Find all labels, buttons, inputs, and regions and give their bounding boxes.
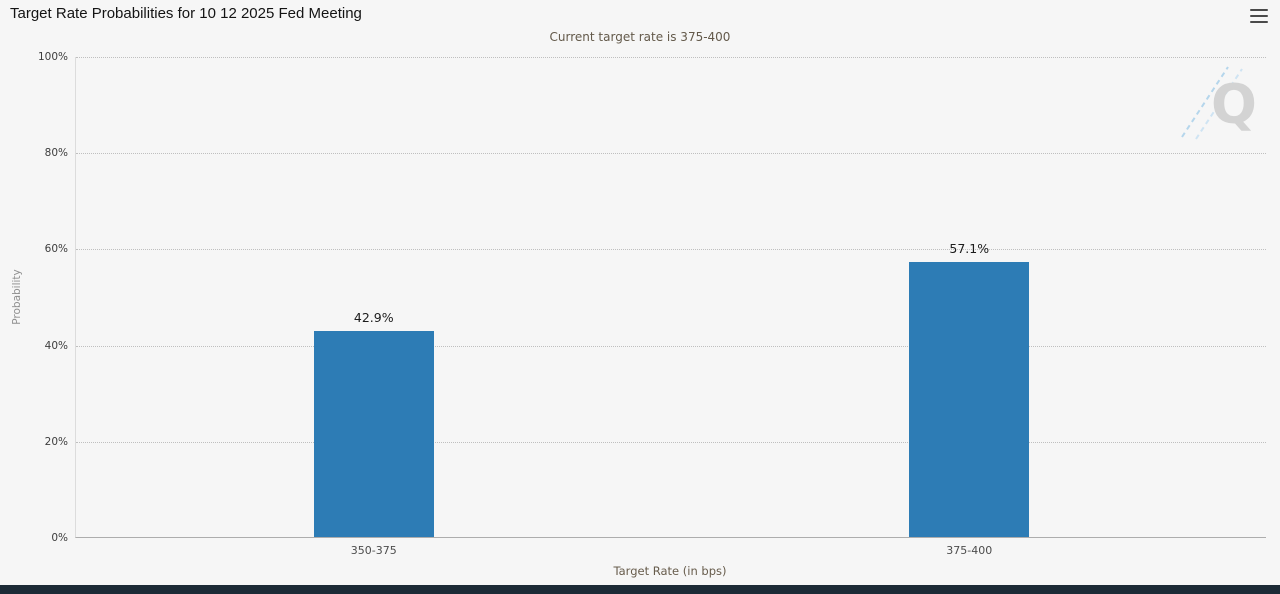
chart-title: Target Rate Probabilities for 10 12 2025…	[10, 5, 362, 22]
y-axis-title: Probability	[11, 269, 23, 325]
y-tick-label: 0%	[51, 531, 68, 544]
bar-value-label: 57.1%	[949, 241, 990, 257]
hamburger-line	[1250, 9, 1268, 12]
svg-text:Q: Q	[1211, 73, 1257, 136]
bar-375-400[interactable]	[909, 262, 1030, 537]
gridline-20%	[76, 441, 1266, 443]
bar-value-label: 42.9%	[353, 309, 394, 325]
gridline-60%	[76, 249, 1266, 251]
plot-area: Q 0% 20% 40% 60% 80% 100% 42.9% 350-375 57.1% 375…	[38, 51, 1266, 557]
bar-350-375[interactable]	[313, 330, 434, 537]
hamburger-line	[1250, 20, 1268, 23]
x-tick-label: 375-400	[946, 544, 993, 557]
gridline-80%	[76, 153, 1266, 155]
gridline-100%	[76, 57, 1266, 58]
q-watermark-logo: Q	[1176, 63, 1260, 143]
x-tick-label: 350-375	[350, 544, 397, 557]
y-tick-label: 40%	[44, 339, 68, 352]
hamburger-menu-icon[interactable]	[1250, 9, 1268, 23]
hamburger-line	[1250, 14, 1268, 18]
chart-subtitle: Current target rate is 375-400	[549, 30, 731, 44]
y-tick-label: 100%	[37, 50, 68, 63]
y-tick-label: 20%	[44, 435, 68, 448]
gridline-40%	[76, 345, 1266, 347]
q-watermark-graphic: Q	[1181, 66, 1257, 140]
y-tick-label: 60%	[44, 243, 68, 256]
x-axis-title: Target Rate (in bps)	[613, 564, 727, 578]
footer-bar	[0, 585, 1280, 594]
y-tick-label: 80%	[44, 146, 68, 159]
